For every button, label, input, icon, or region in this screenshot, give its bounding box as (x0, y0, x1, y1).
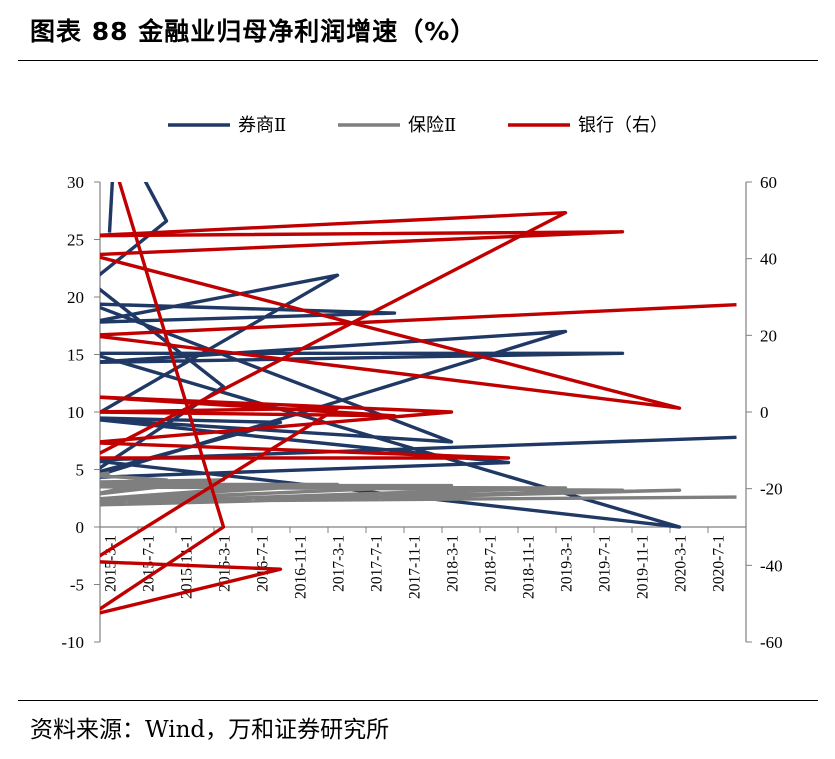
left-tick-label: 15 (67, 346, 84, 365)
left-tick-label: 20 (67, 288, 84, 307)
x-tick-label: 2019-11-1 (635, 535, 652, 599)
series-layer (100, 182, 737, 615)
left-tick-label: 5 (76, 461, 85, 480)
right-tick-label: -40 (760, 556, 783, 575)
left-tick-label: 30 (67, 173, 84, 192)
right-tick-label: 20 (760, 326, 777, 345)
top-rule (18, 60, 818, 61)
x-tick-label: 2019-3-1 (559, 535, 576, 592)
series-line-0 (100, 182, 737, 529)
legend-label-1: 保险Ⅱ (408, 115, 456, 135)
left-tick-label: -5 (70, 576, 84, 595)
x-tick-label: 2016-7-1 (255, 535, 272, 592)
right-tick-label: 60 (760, 173, 777, 192)
x-tick-label: 2018-3-1 (445, 535, 462, 592)
series-line-2 (100, 182, 737, 615)
x-tick-label: 2020-3-1 (673, 535, 690, 592)
x-tick-label: 2016-11-1 (293, 535, 310, 599)
bottom-rule (18, 700, 818, 701)
x-tick-label: 2020-7-1 (711, 535, 728, 592)
left-tick-label: 10 (67, 403, 84, 422)
legend-label-0: 券商Ⅱ (238, 115, 286, 135)
x-tick-label: 2019-7-1 (597, 535, 614, 592)
x-tick-label: 2017-7-1 (369, 535, 386, 592)
x-tick-label: 2018-7-1 (483, 535, 500, 592)
x-tick-label: 2016-3-1 (217, 535, 234, 592)
left-tick-label: 25 (67, 231, 84, 250)
legend-label-2: 银行（右） (578, 115, 668, 135)
series-line-1 (100, 471, 737, 507)
source-note: 资料来源：Wind，万和证券研究所 (30, 717, 390, 743)
x-tick-label: 2018-11-1 (521, 535, 538, 599)
right-tick-label: -20 (760, 480, 783, 499)
x-tick-label: 2017-3-1 (331, 535, 348, 592)
chart-legend: 券商Ⅱ 保险Ⅱ 银行（右） (168, 115, 668, 135)
right-tick-label: 0 (760, 403, 769, 422)
right-tick-label: 40 (760, 250, 777, 269)
figure-title: 图表 88 金融业归母净利润增速（%） (30, 17, 477, 46)
right-tick-label: -60 (760, 633, 783, 652)
chart-axes: -10-5051015202530-60-40-2002040602015-3-… (61, 173, 782, 652)
left-tick-label: 0 (76, 518, 85, 537)
x-tick-label: 2017-11-1 (407, 535, 424, 599)
left-tick-label: -10 (61, 633, 84, 652)
